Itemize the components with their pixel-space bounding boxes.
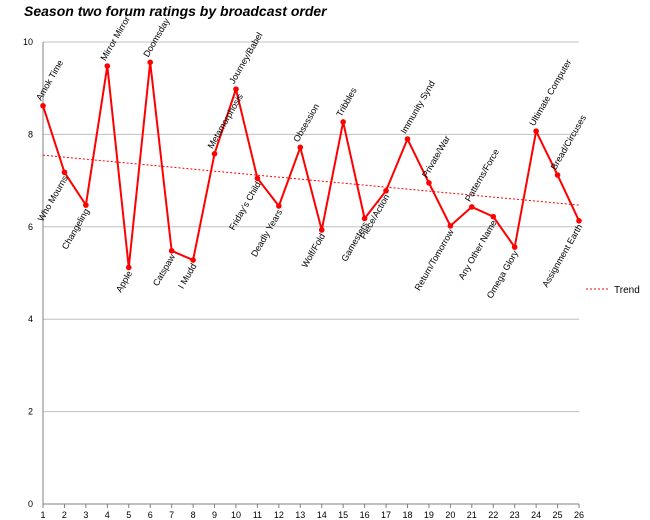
data-label: Assignment Earth (540, 222, 584, 289)
legend: Trend (586, 285, 640, 296)
data-label: I Mudd (176, 262, 198, 291)
data-label: Mirror Mirror (98, 15, 131, 63)
x-tick-label: 14 (317, 510, 327, 520)
x-tick-label: 9 (212, 510, 217, 520)
y-tick-label: 4 (28, 314, 33, 324)
x-tick-label: 19 (424, 510, 434, 520)
x-tick-label: 17 (381, 510, 391, 520)
data-label: Amok Time (34, 58, 65, 102)
x-tick-label: 8 (191, 510, 196, 520)
data-point (168, 248, 175, 254)
data-point (276, 203, 282, 209)
data-point (576, 217, 582, 224)
x-tick-label: 1 (40, 510, 45, 520)
x-tick-label: 4 (105, 510, 110, 520)
data-point (554, 172, 561, 178)
data-point (404, 136, 411, 142)
data-point (297, 144, 304, 151)
data-point (104, 63, 111, 69)
x-tick-label: 22 (488, 510, 498, 520)
data-label: Doomsday (141, 16, 171, 59)
series-line (42, 61, 580, 269)
series-layer (40, 59, 582, 271)
x-tick-label: 26 (574, 510, 584, 520)
data-point (447, 223, 454, 229)
x-tick-label: 5 (126, 510, 131, 520)
x-tick-label: 10 (231, 510, 241, 520)
x-tick-label: 25 (553, 510, 563, 520)
data-label: Catspaw (151, 252, 177, 288)
y-tick-label: 2 (28, 407, 33, 417)
trend-layer (42, 154, 580, 206)
data-point (125, 264, 132, 271)
data-point (340, 119, 346, 125)
data-label: Tribbles (334, 85, 359, 118)
data-label: Wolf/Fold (300, 232, 328, 270)
x-tick-label: 23 (510, 510, 520, 520)
trend-line (42, 154, 580, 206)
data-point (40, 102, 46, 109)
y-tick-label: 0 (28, 499, 33, 509)
x-tick-label: 24 (531, 510, 541, 520)
legend-trend-label: Trend (614, 285, 640, 296)
x-tick-label: 7 (169, 510, 174, 520)
x-tick-label: 6 (148, 510, 153, 520)
x-tick-label: 15 (338, 510, 348, 520)
data-point (533, 128, 539, 134)
data-label: Deadly Years (249, 207, 284, 258)
data-label: Friday's Child (227, 180, 263, 232)
data-point (361, 215, 368, 222)
data-label: Obsession (291, 102, 321, 144)
x-tick-label: 12 (274, 510, 284, 520)
x-tick-label: 3 (83, 510, 88, 520)
y-tick-label: 8 (28, 129, 33, 139)
data-point (254, 175, 261, 182)
data-label: Patterns/Force (463, 147, 501, 203)
x-tick-label: 13 (295, 510, 305, 520)
data-label: Journey/Babel (227, 31, 264, 86)
data-point (233, 86, 239, 92)
data-point (211, 151, 218, 157)
data-label: Return/Tomorrow (413, 227, 456, 292)
data-point (383, 187, 389, 194)
x-tick-label: 21 (467, 510, 477, 520)
y-tick-label: 6 (28, 222, 33, 232)
data-label: Ultimate Computer (527, 58, 573, 128)
x-tick-label: 2 (62, 510, 67, 520)
data-point (61, 169, 68, 176)
data-label: Immunity Synd (399, 79, 437, 136)
x-tick-label: 18 (402, 510, 412, 520)
data-point (469, 204, 475, 210)
data-label: Any Other Name (456, 218, 498, 281)
chart-title: Season two forum ratings by broadcast or… (24, 3, 327, 19)
data-point (83, 202, 89, 208)
data-point (147, 59, 153, 66)
y-tick-label: 10 (23, 37, 33, 47)
data-label: Apple (114, 269, 134, 294)
data-point (490, 213, 497, 220)
data-point (426, 180, 432, 186)
data-label: Private/War (420, 134, 452, 179)
data-label: Bread/Circuses (549, 113, 589, 172)
data-point (190, 257, 196, 263)
x-tick-label: 16 (360, 510, 370, 520)
x-tick-label: 11 (253, 510, 262, 520)
data-label: Omega Glory (485, 248, 521, 300)
data-label: Metamorphosis (206, 91, 246, 150)
grid-lines (43, 41, 579, 413)
data-label: Who Mourns (36, 173, 70, 223)
data-point (511, 244, 518, 250)
data-label: Changeling (60, 207, 91, 251)
x-tick-label: 20 (445, 510, 455, 520)
data-point (318, 227, 325, 233)
